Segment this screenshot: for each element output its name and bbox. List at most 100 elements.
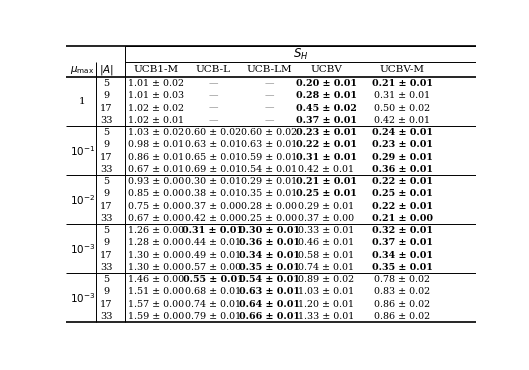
Text: 1.26 ± 0.00: 1.26 ± 0.00 <box>128 226 185 235</box>
Text: 0.63 ± 0.01: 0.63 ± 0.01 <box>185 140 241 149</box>
Text: 0.45 ± 0.02: 0.45 ± 0.02 <box>296 104 357 112</box>
Text: 1.51 ± 0.00: 1.51 ± 0.00 <box>128 287 185 296</box>
Text: UCB1-M: UCB1-M <box>134 65 179 74</box>
Text: 17: 17 <box>100 250 113 260</box>
Text: 0.37 ± 0.01: 0.37 ± 0.01 <box>296 116 357 125</box>
Text: 0.54 ± 0.01: 0.54 ± 0.01 <box>239 275 300 284</box>
Text: 0.28 ± 0.01: 0.28 ± 0.01 <box>296 91 357 100</box>
Text: 0.86 ± 0.01: 0.86 ± 0.01 <box>128 152 185 162</box>
Text: 0.22 ± 0.01: 0.22 ± 0.01 <box>372 202 433 211</box>
Text: 0.29 ± 0.01: 0.29 ± 0.01 <box>298 202 354 211</box>
Text: 5: 5 <box>103 226 110 235</box>
Text: 0.34 ± 0.01: 0.34 ± 0.01 <box>372 250 433 260</box>
Text: 17: 17 <box>100 104 113 112</box>
Text: —: — <box>208 116 217 125</box>
Text: 1.57 ± 0.00: 1.57 ± 0.00 <box>128 300 185 309</box>
Text: —: — <box>208 91 217 100</box>
Text: 0.69 ± 0.01: 0.69 ± 0.01 <box>185 165 241 174</box>
Text: —: — <box>264 79 274 88</box>
Text: 0.78 ± 0.02: 0.78 ± 0.02 <box>375 275 430 284</box>
Text: 9: 9 <box>103 238 110 247</box>
Text: 0.60 ± 0.02: 0.60 ± 0.02 <box>185 128 241 137</box>
Text: 33: 33 <box>100 312 113 321</box>
Text: $10^{-1}$: $10^{-1}$ <box>70 144 95 158</box>
Text: 5: 5 <box>103 177 110 186</box>
Text: 0.86 ± 0.02: 0.86 ± 0.02 <box>374 312 431 321</box>
Text: 1.28 ± 0.00: 1.28 ± 0.00 <box>129 238 184 247</box>
Text: 0.32 ± 0.01: 0.32 ± 0.01 <box>372 226 433 235</box>
Text: 1.33 ± 0.01: 1.33 ± 0.01 <box>298 312 354 321</box>
Text: $\mu_{\rm max}$: $\mu_{\rm max}$ <box>70 64 95 76</box>
Text: $10^{-2}$: $10^{-2}$ <box>70 193 95 207</box>
Text: $10^{-3}$: $10^{-3}$ <box>70 291 95 305</box>
Text: 0.44 ± 0.01: 0.44 ± 0.01 <box>185 238 241 247</box>
Text: 0.58 ± 0.01: 0.58 ± 0.01 <box>298 250 354 260</box>
Text: 17: 17 <box>100 300 113 309</box>
Text: 1.46 ± 0.00: 1.46 ± 0.00 <box>128 275 185 284</box>
Text: 0.66 ± 0.01: 0.66 ± 0.01 <box>239 312 300 321</box>
Text: 0.29 ± 0.01: 0.29 ± 0.01 <box>241 177 297 186</box>
Text: $10^{-3}$: $10^{-3}$ <box>70 242 95 256</box>
Text: 0.74 ± 0.01: 0.74 ± 0.01 <box>185 300 241 309</box>
Text: 0.54 ± 0.01: 0.54 ± 0.01 <box>241 165 297 174</box>
Text: 0.59 ± 0.01: 0.59 ± 0.01 <box>241 152 298 162</box>
Text: 1.03 ± 0.01: 1.03 ± 0.01 <box>298 287 354 296</box>
Text: 5: 5 <box>103 128 110 137</box>
Text: 0.74 ± 0.01: 0.74 ± 0.01 <box>298 263 354 272</box>
Text: $S_H$: $S_H$ <box>293 47 308 62</box>
Text: —: — <box>264 91 274 100</box>
Text: 0.25 ± 0.00: 0.25 ± 0.00 <box>241 214 297 223</box>
Text: 0.83 ± 0.02: 0.83 ± 0.02 <box>374 287 431 296</box>
Text: UCB-L: UCB-L <box>195 65 231 74</box>
Text: 0.30 ± 0.01: 0.30 ± 0.01 <box>185 177 241 186</box>
Text: 0.23 ± 0.01: 0.23 ± 0.01 <box>296 128 357 137</box>
Text: 9: 9 <box>103 140 110 149</box>
Text: 0.31 ± 0.01: 0.31 ± 0.01 <box>296 152 357 162</box>
Text: 0.79 ± 0.01: 0.79 ± 0.01 <box>185 312 241 321</box>
Text: 0.75 ± 0.00: 0.75 ± 0.00 <box>128 202 185 211</box>
Text: 0.68 ± 0.01: 0.68 ± 0.01 <box>185 287 241 296</box>
Text: 0.37 ± 0.01: 0.37 ± 0.01 <box>372 238 433 247</box>
Text: 1.30 ± 0.00: 1.30 ± 0.00 <box>128 263 185 272</box>
Text: 17: 17 <box>100 202 113 211</box>
Text: 0.55 ± 0.01: 0.55 ± 0.01 <box>183 275 243 284</box>
Text: 0.24 ± 0.01: 0.24 ± 0.01 <box>372 128 433 137</box>
Text: 0.38 ± 0.01: 0.38 ± 0.01 <box>185 189 241 198</box>
Text: 0.42 ± 0.01: 0.42 ± 0.01 <box>298 165 354 174</box>
Text: 0.20 ± 0.01: 0.20 ± 0.01 <box>296 79 357 88</box>
Text: 0.25 ± 0.01: 0.25 ± 0.01 <box>372 189 433 198</box>
Text: 0.36 ± 0.01: 0.36 ± 0.01 <box>372 165 433 174</box>
Text: UCB-LM: UCB-LM <box>247 65 293 74</box>
Text: —: — <box>208 79 217 88</box>
Text: 0.22 ± 0.01: 0.22 ± 0.01 <box>296 140 357 149</box>
Text: 0.67 ± 0.01: 0.67 ± 0.01 <box>128 165 185 174</box>
Text: 1.01 ± 0.03: 1.01 ± 0.03 <box>128 91 185 100</box>
Text: 1.30 ± 0.00: 1.30 ± 0.00 <box>128 250 185 260</box>
Text: 0.49 ± 0.01: 0.49 ± 0.01 <box>185 250 241 260</box>
Text: 1.02 ± 0.01: 1.02 ± 0.01 <box>129 116 184 125</box>
Text: 5: 5 <box>103 79 110 88</box>
Text: 33: 33 <box>100 263 113 272</box>
Text: 0.63 ± 0.01: 0.63 ± 0.01 <box>241 140 298 149</box>
Text: 0.21 ± 0.01: 0.21 ± 0.01 <box>296 177 357 186</box>
Text: 0.64 ± 0.01: 0.64 ± 0.01 <box>239 300 300 309</box>
Text: 0.67 ± 0.00: 0.67 ± 0.00 <box>128 214 185 223</box>
Text: 0.25 ± 0.01: 0.25 ± 0.01 <box>296 189 357 198</box>
Text: 0.85 ± 0.00: 0.85 ± 0.00 <box>128 189 185 198</box>
Text: 0.37 ± 0.00: 0.37 ± 0.00 <box>185 202 241 211</box>
Text: 0.42 ± 0.01: 0.42 ± 0.01 <box>375 116 430 125</box>
Text: 0.65 ± 0.01: 0.65 ± 0.01 <box>185 152 241 162</box>
Text: 0.89 ± 0.02: 0.89 ± 0.02 <box>298 275 354 284</box>
Text: 0.57 ± 0.00: 0.57 ± 0.00 <box>185 263 241 272</box>
Text: 1.01 ± 0.02: 1.01 ± 0.02 <box>129 79 184 88</box>
Text: —: — <box>264 104 274 112</box>
Text: 1.59 ± 0.00: 1.59 ± 0.00 <box>128 312 185 321</box>
Text: 1.02 ± 0.02: 1.02 ± 0.02 <box>129 104 184 112</box>
Text: 0.98 ± 0.01: 0.98 ± 0.01 <box>128 140 185 149</box>
Text: 0.23 ± 0.01: 0.23 ± 0.01 <box>372 140 433 149</box>
Text: 33: 33 <box>100 165 113 174</box>
Text: —: — <box>208 104 217 112</box>
Text: 1: 1 <box>79 97 86 107</box>
Text: 5: 5 <box>103 275 110 284</box>
Text: 0.86 ± 0.02: 0.86 ± 0.02 <box>374 300 431 309</box>
